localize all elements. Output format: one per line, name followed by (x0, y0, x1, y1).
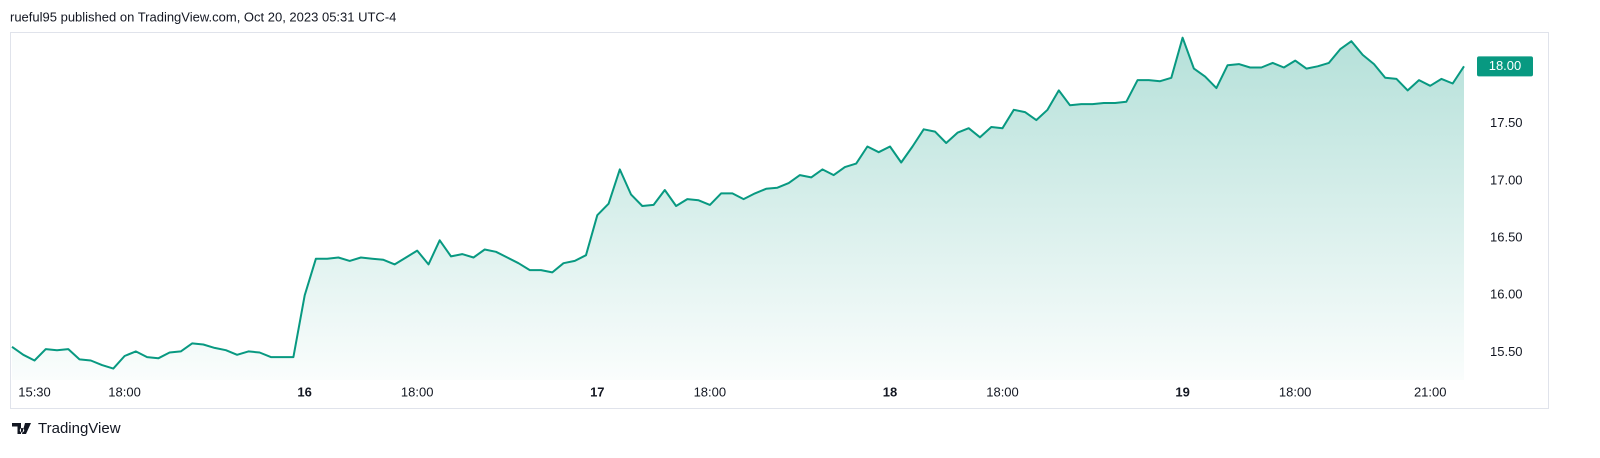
x-tick-label: 16 (297, 384, 311, 399)
brand-name: TradingView (38, 420, 121, 437)
x-tick-label: 15:30 (18, 384, 51, 399)
price-line (11, 36, 1465, 370)
y-tick-label: 17.50 (1490, 115, 1523, 130)
y-tick-label: 16.50 (1490, 229, 1523, 244)
x-tick-label: 18:00 (1279, 384, 1312, 399)
x-tick-label: 18:00 (986, 384, 1019, 399)
last-price-badge (1477, 56, 1533, 77)
chart-frame (10, 32, 1549, 409)
area (12, 37, 1464, 380)
y-tick-label: 15.50 (1490, 344, 1523, 359)
publish-info: rueful95 published on TradingView.com, O… (10, 9, 396, 24)
x-tick-label: 17 (590, 384, 604, 399)
x-tick-label: 18:00 (401, 384, 434, 399)
last-price-label: 18.00 (1489, 58, 1522, 73)
x-tick-label: 18:00 (108, 384, 141, 399)
y-tick-label: 17.00 (1490, 172, 1523, 187)
x-tick-label: 18 (883, 384, 897, 399)
x-tick-label: 18:00 (694, 384, 727, 399)
y-tick-label: 16.00 (1490, 287, 1523, 302)
x-tick-label: 21:00 (1414, 384, 1447, 399)
tradingview-logo (12, 423, 31, 434)
x-tick-label: 19 (1175, 384, 1189, 399)
